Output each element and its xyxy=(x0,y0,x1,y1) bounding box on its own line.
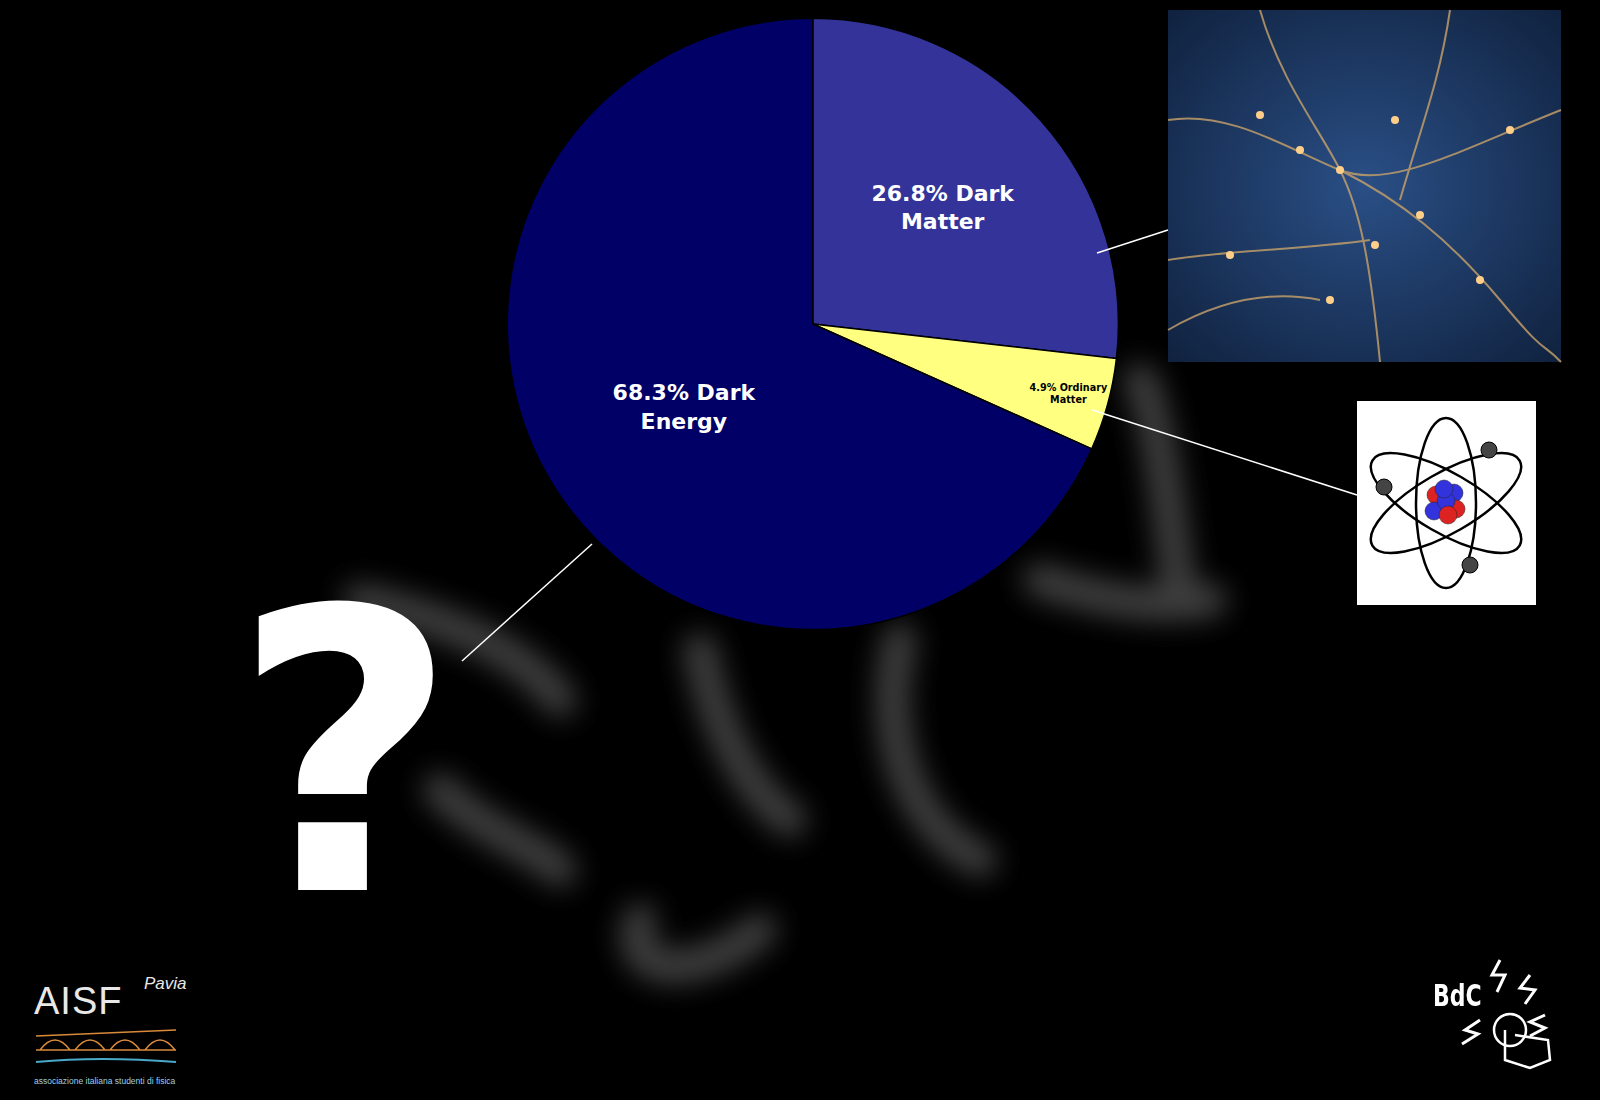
html-text:Pavia: Pavia xyxy=(144,974,187,993)
html-text:AISF: AISF xyxy=(34,980,123,1022)
svg-text:26.8% DarkMatter: 26.8% DarkMatter xyxy=(871,181,1015,235)
html-text:BdC: BdC xyxy=(1433,978,1482,1013)
svg-text:68.3% DarkEnergy: 68.3% DarkEnergy xyxy=(613,380,757,434)
html-text:associazione italiana studenti: associazione italiana studenti di fisica xyxy=(34,1076,176,1086)
svg-text:4.9% OrdinaryMatter: 4.9% OrdinaryMatter xyxy=(1030,382,1108,406)
